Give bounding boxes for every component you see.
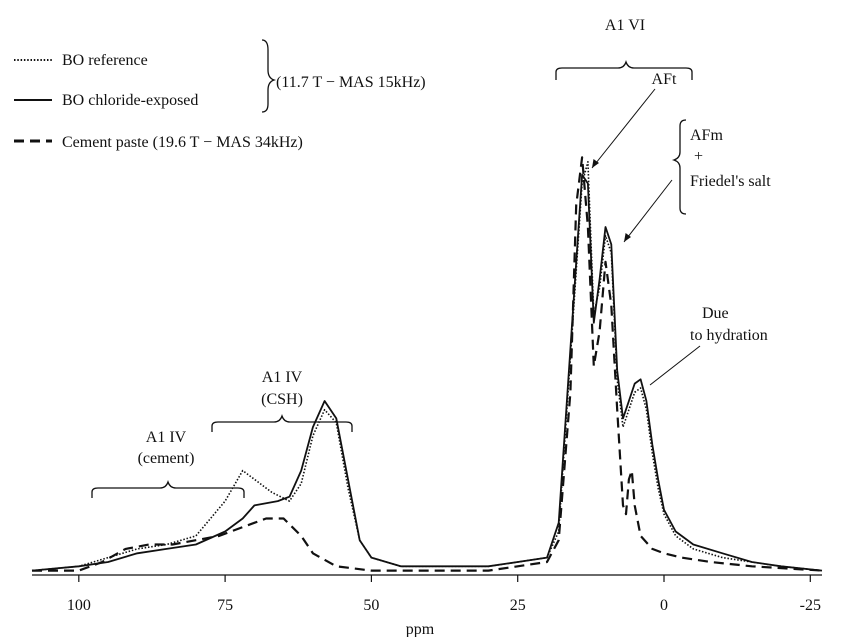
annotation-al-vi: A1 VI bbox=[605, 17, 645, 34]
legend-label-cement-paste: Cement paste (19.6 T − MAS 34kHz) bbox=[62, 134, 303, 151]
annotation-al-iv-cement-line2: (cement) bbox=[138, 450, 195, 467]
legend-label-bo-reference: BO reference bbox=[62, 52, 148, 69]
annotation-al-iv-csh-line2: (CSH) bbox=[261, 391, 303, 408]
x-axis-ticks: 100 75 50 25 0 -25 bbox=[67, 575, 821, 614]
al-iv-cement-brace bbox=[91, 479, 245, 498]
annotation-due: Due bbox=[702, 305, 729, 322]
legend-group-brace bbox=[261, 39, 277, 113]
al-vi-brace bbox=[555, 59, 693, 80]
annotation-afm: AFm bbox=[690, 127, 723, 144]
annotation-plus: + bbox=[694, 148, 703, 165]
legend: BO reference BO chloride-exposed (11.7 T… bbox=[14, 39, 426, 151]
annotation-aft: AFt bbox=[652, 71, 677, 88]
annotation-friedels-salt: Friedel's salt bbox=[690, 173, 771, 190]
x-tick-label: 100 bbox=[67, 597, 91, 614]
annotation-al-iv-csh-line1: A1 IV bbox=[262, 369, 303, 386]
series-line-dotted bbox=[31, 161, 823, 572]
x-tick-label: 25 bbox=[510, 597, 526, 614]
legend-group-label: (11.7 T − MAS 15kHz) bbox=[276, 74, 426, 91]
annotations: A1 VI AFt AFm + Friedel's salt Due to hy… bbox=[91, 17, 771, 498]
series-layer bbox=[31, 156, 823, 572]
x-tick-label: -25 bbox=[800, 597, 821, 614]
afm-arrow bbox=[623, 179, 673, 243]
x-axis-label: ppm bbox=[406, 621, 435, 637]
aft-arrowhead bbox=[592, 159, 599, 168]
hydration-arrow bbox=[649, 345, 701, 386]
series-line-dashed bbox=[32, 156, 823, 572]
al-iv-csh-brace bbox=[211, 413, 353, 432]
annotation-to-hydration: to hydration bbox=[690, 327, 768, 344]
afm-brace bbox=[671, 119, 687, 215]
series-line-solid bbox=[31, 173, 823, 572]
x-axis: 100 75 50 25 0 -25 ppm bbox=[32, 574, 822, 637]
afm-arrowhead bbox=[624, 233, 631, 242]
annotation-al-iv-cement-line1: A1 IV bbox=[146, 429, 187, 446]
x-tick-label: 75 bbox=[217, 597, 233, 614]
aft-arrow bbox=[591, 88, 656, 169]
x-tick-label: 0 bbox=[660, 597, 668, 614]
x-tick-label: 50 bbox=[363, 597, 379, 614]
legend-label-bo-chloride-exposed: BO chloride-exposed bbox=[62, 92, 198, 109]
